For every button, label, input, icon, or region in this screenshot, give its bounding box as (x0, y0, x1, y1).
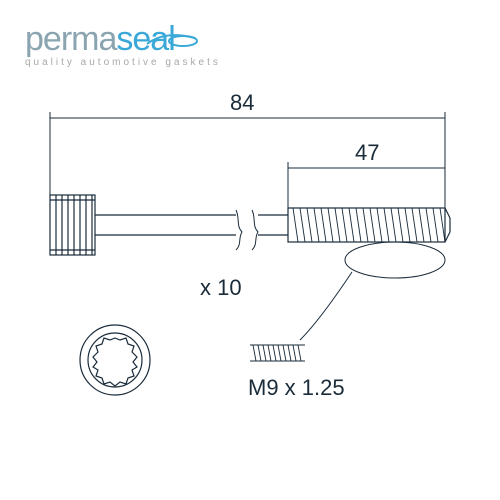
dimension-overall (50, 112, 445, 208)
dimension-overall-value: 84 (230, 90, 254, 116)
bolt-head (50, 195, 95, 255)
dimension-thread (288, 162, 445, 208)
washer-top-view (80, 325, 150, 395)
bolt-thread (288, 208, 450, 242)
dimension-thread-value: 47 (355, 140, 379, 166)
quantity-label: x 10 (200, 275, 242, 301)
bolt-shank (95, 210, 288, 250)
thread-callout (300, 242, 445, 340)
thread-spec-label: M9 x 1.25 (248, 375, 345, 401)
thread-detail-icon (250, 345, 305, 361)
bolt-technical-drawing (0, 0, 500, 500)
